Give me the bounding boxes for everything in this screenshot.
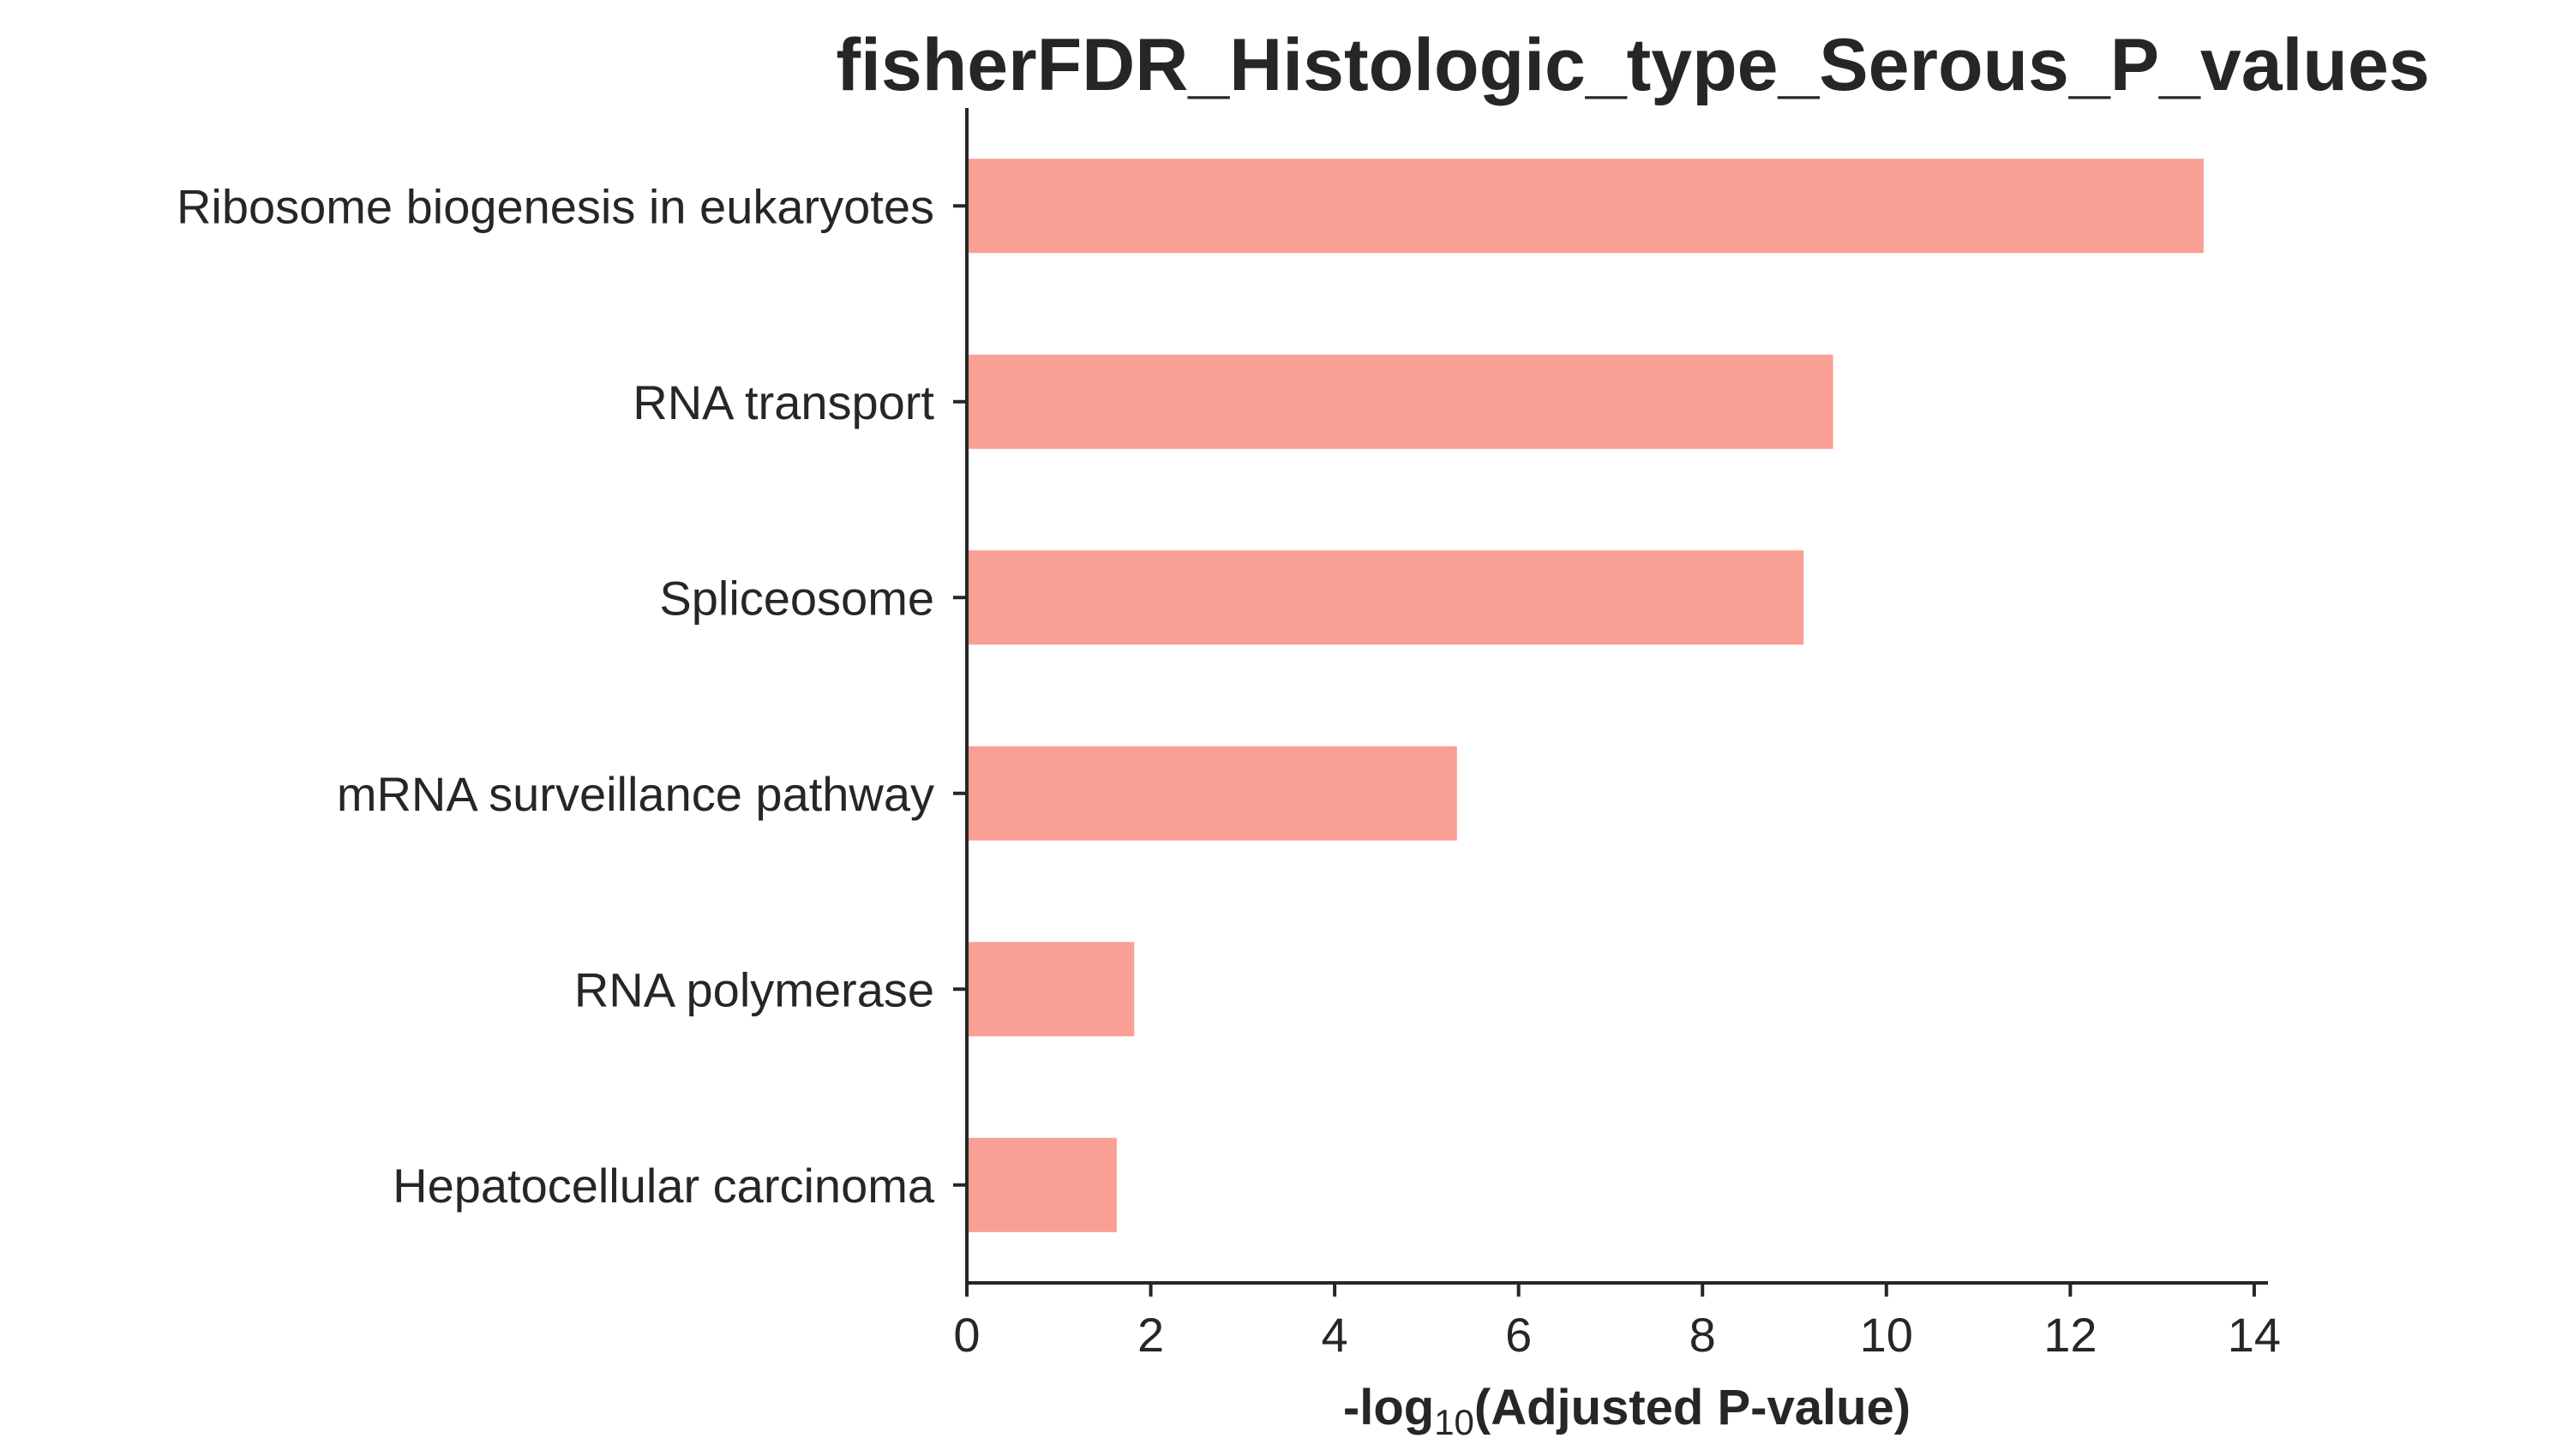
category-labels: Ribosome biogenesis in eukaryotes RNA tra… — [177, 179, 967, 1213]
x-axis-label-suffix: (Adjusted P-value) — [1474, 1380, 1911, 1435]
category-label: RNA polymerase — [574, 962, 934, 1016]
x-tick-label: 14 — [2228, 1308, 2281, 1362]
x-tick-label: 10 — [1860, 1308, 1913, 1362]
x-axis-ticks: 0 2 4 6 8 10 12 14 — [953, 1283, 2281, 1362]
x-tick-label: 0 — [953, 1308, 980, 1362]
x-tick-label: 6 — [1505, 1308, 1532, 1362]
bar — [967, 1137, 1117, 1232]
x-tick-label: 12 — [2043, 1308, 2097, 1362]
x-tick-label: 4 — [1322, 1308, 1348, 1362]
category-label: mRNA surveillance pathway — [337, 767, 934, 821]
x-axis-label: -log10(Adjusted P-value) — [1343, 1380, 1911, 1442]
x-axis-label-prefix: -log — [1343, 1380, 1434, 1435]
category-label: Spliceosome — [659, 571, 934, 625]
x-tick-label: 2 — [1137, 1308, 1164, 1362]
category-label: Ribosome biogenesis in eukaryotes — [177, 179, 934, 233]
bar — [967, 159, 2204, 254]
bar — [967, 746, 1457, 841]
category-label: Hepatocellular carcinoma — [393, 1159, 935, 1213]
bar — [967, 354, 1833, 449]
bars-group — [967, 159, 2204, 1232]
bar — [967, 550, 1804, 645]
x-tick-label: 8 — [1689, 1308, 1716, 1362]
x-axis-label-subscript: 10 — [1434, 1402, 1474, 1442]
category-label: RNA transport — [633, 375, 934, 429]
bar — [967, 942, 1135, 1037]
chart-title: fisherFDR_Histologic_type_Serous_P_value… — [836, 24, 2429, 106]
